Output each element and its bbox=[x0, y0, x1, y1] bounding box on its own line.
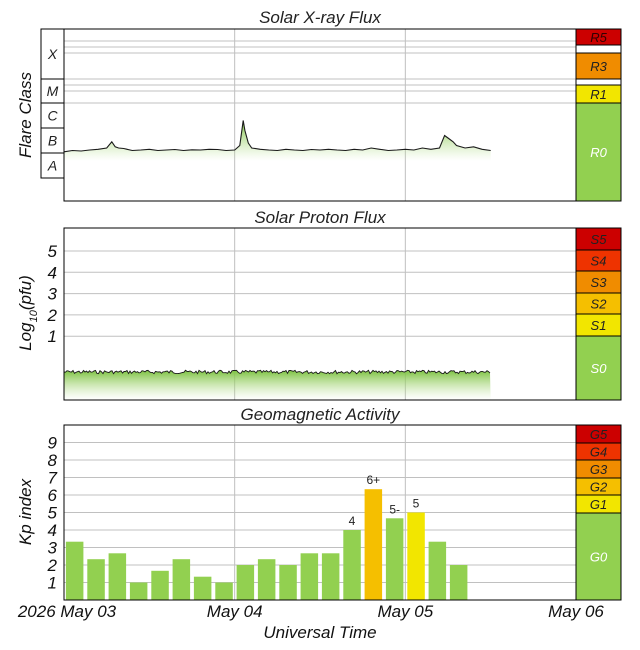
kp-ytick: 2 bbox=[47, 556, 58, 575]
kp-bar bbox=[300, 553, 319, 600]
kp-ytick: 1 bbox=[48, 574, 57, 593]
flare-class-label: A bbox=[47, 158, 57, 174]
proton-ytick: 2 bbox=[47, 306, 58, 325]
r-scale-label: R5 bbox=[590, 30, 607, 45]
flare-class-label: M bbox=[47, 83, 59, 99]
kp-bar bbox=[428, 541, 447, 600]
r-scale-label: R3 bbox=[590, 59, 607, 74]
s-scale-label: S5 bbox=[591, 232, 608, 247]
kp-bar bbox=[65, 541, 84, 600]
x-axis-label: Universal Time bbox=[263, 623, 376, 642]
s-scale-label: S0 bbox=[591, 361, 608, 376]
kp-bar bbox=[129, 582, 148, 600]
s-scale-label: S4 bbox=[591, 254, 607, 269]
proton-ylabel: Log10(pfu) bbox=[16, 275, 40, 351]
kp-bar bbox=[385, 518, 404, 600]
kp-ytick: 8 bbox=[48, 451, 58, 470]
kp-data-label: 4 bbox=[349, 514, 356, 528]
kp-bar bbox=[449, 565, 468, 600]
s-scale-s0 bbox=[575, 335, 622, 401]
geomag-ylabel: Kp index bbox=[16, 478, 35, 545]
r-scale-label: R0 bbox=[590, 145, 607, 160]
flare-class-label: X bbox=[47, 46, 58, 62]
proton-ytick: 5 bbox=[48, 242, 58, 261]
flare-class-label: B bbox=[48, 133, 57, 149]
kp-bar bbox=[193, 576, 212, 600]
s-scale-label: S2 bbox=[591, 297, 608, 312]
g-scale-label: G2 bbox=[590, 480, 608, 495]
xray-frame bbox=[63, 28, 577, 202]
proton-ytick: 3 bbox=[48, 285, 58, 304]
proton-flux-line bbox=[63, 369, 491, 375]
x-tick-label: 2026 May 03 bbox=[17, 602, 117, 621]
kp-bar bbox=[257, 559, 276, 600]
g-scale-g0 bbox=[575, 512, 622, 601]
kp-data-label: 5 bbox=[413, 497, 420, 511]
x-tick-label: May 05 bbox=[377, 602, 433, 621]
x-tick-label: May 06 bbox=[548, 602, 604, 621]
kp-bar bbox=[364, 489, 383, 600]
kp-data-label: 5- bbox=[389, 502, 400, 516]
s-scale-label: S3 bbox=[591, 275, 608, 290]
kp-bar bbox=[236, 565, 255, 600]
xray-ylabel: Flare Class bbox=[16, 72, 35, 158]
kp-ytick: 9 bbox=[48, 434, 58, 453]
g-scale-label: G0 bbox=[590, 550, 608, 565]
flare-class-label: C bbox=[47, 108, 58, 124]
kp-bar bbox=[279, 565, 297, 600]
g-scale-label: G3 bbox=[590, 462, 608, 477]
kp-bar bbox=[108, 553, 127, 600]
proton-title: Solar Proton Flux bbox=[254, 208, 386, 227]
kp-bar bbox=[321, 553, 340, 600]
xray-flux-area bbox=[64, 120, 491, 161]
kp-data-label: 6+ bbox=[366, 473, 380, 487]
kp-bar bbox=[172, 559, 191, 600]
kp-bar bbox=[407, 512, 425, 600]
kp-bar bbox=[343, 530, 361, 600]
kp-bar bbox=[151, 570, 169, 600]
r-scale-label: R1 bbox=[590, 87, 607, 102]
g-scale-label: G5 bbox=[590, 427, 608, 442]
kp-ytick: 7 bbox=[48, 469, 58, 488]
kp-ytick: 4 bbox=[48, 521, 57, 540]
kp-bar bbox=[215, 582, 233, 600]
proton-ytick: 1 bbox=[48, 327, 57, 346]
geomag-title: Geomagnetic Activity bbox=[240, 405, 401, 424]
xray-flux-line bbox=[63, 120, 491, 153]
g-scale-label: G4 bbox=[590, 445, 607, 460]
kp-bar bbox=[87, 559, 105, 600]
proton-ytick: 4 bbox=[48, 263, 57, 282]
x-tick-labels: 2026 May 03 May 04 May 05 May 06 bbox=[17, 602, 605, 621]
x-tick-label: May 04 bbox=[207, 602, 263, 621]
s-scale-label: S1 bbox=[591, 318, 607, 333]
xray-title: Solar X-ray Flux bbox=[259, 8, 381, 27]
proton-panel: 1 2 3 4 5 S5 S4 S3 S2 S1 S0 bbox=[47, 227, 622, 401]
proton-flux-area bbox=[64, 370, 491, 400]
kp-ytick: 6 bbox=[48, 486, 58, 505]
kp-ytick: 5 bbox=[48, 504, 58, 523]
g-scale-label: G1 bbox=[590, 497, 607, 512]
kp-ytick: 3 bbox=[48, 539, 58, 558]
